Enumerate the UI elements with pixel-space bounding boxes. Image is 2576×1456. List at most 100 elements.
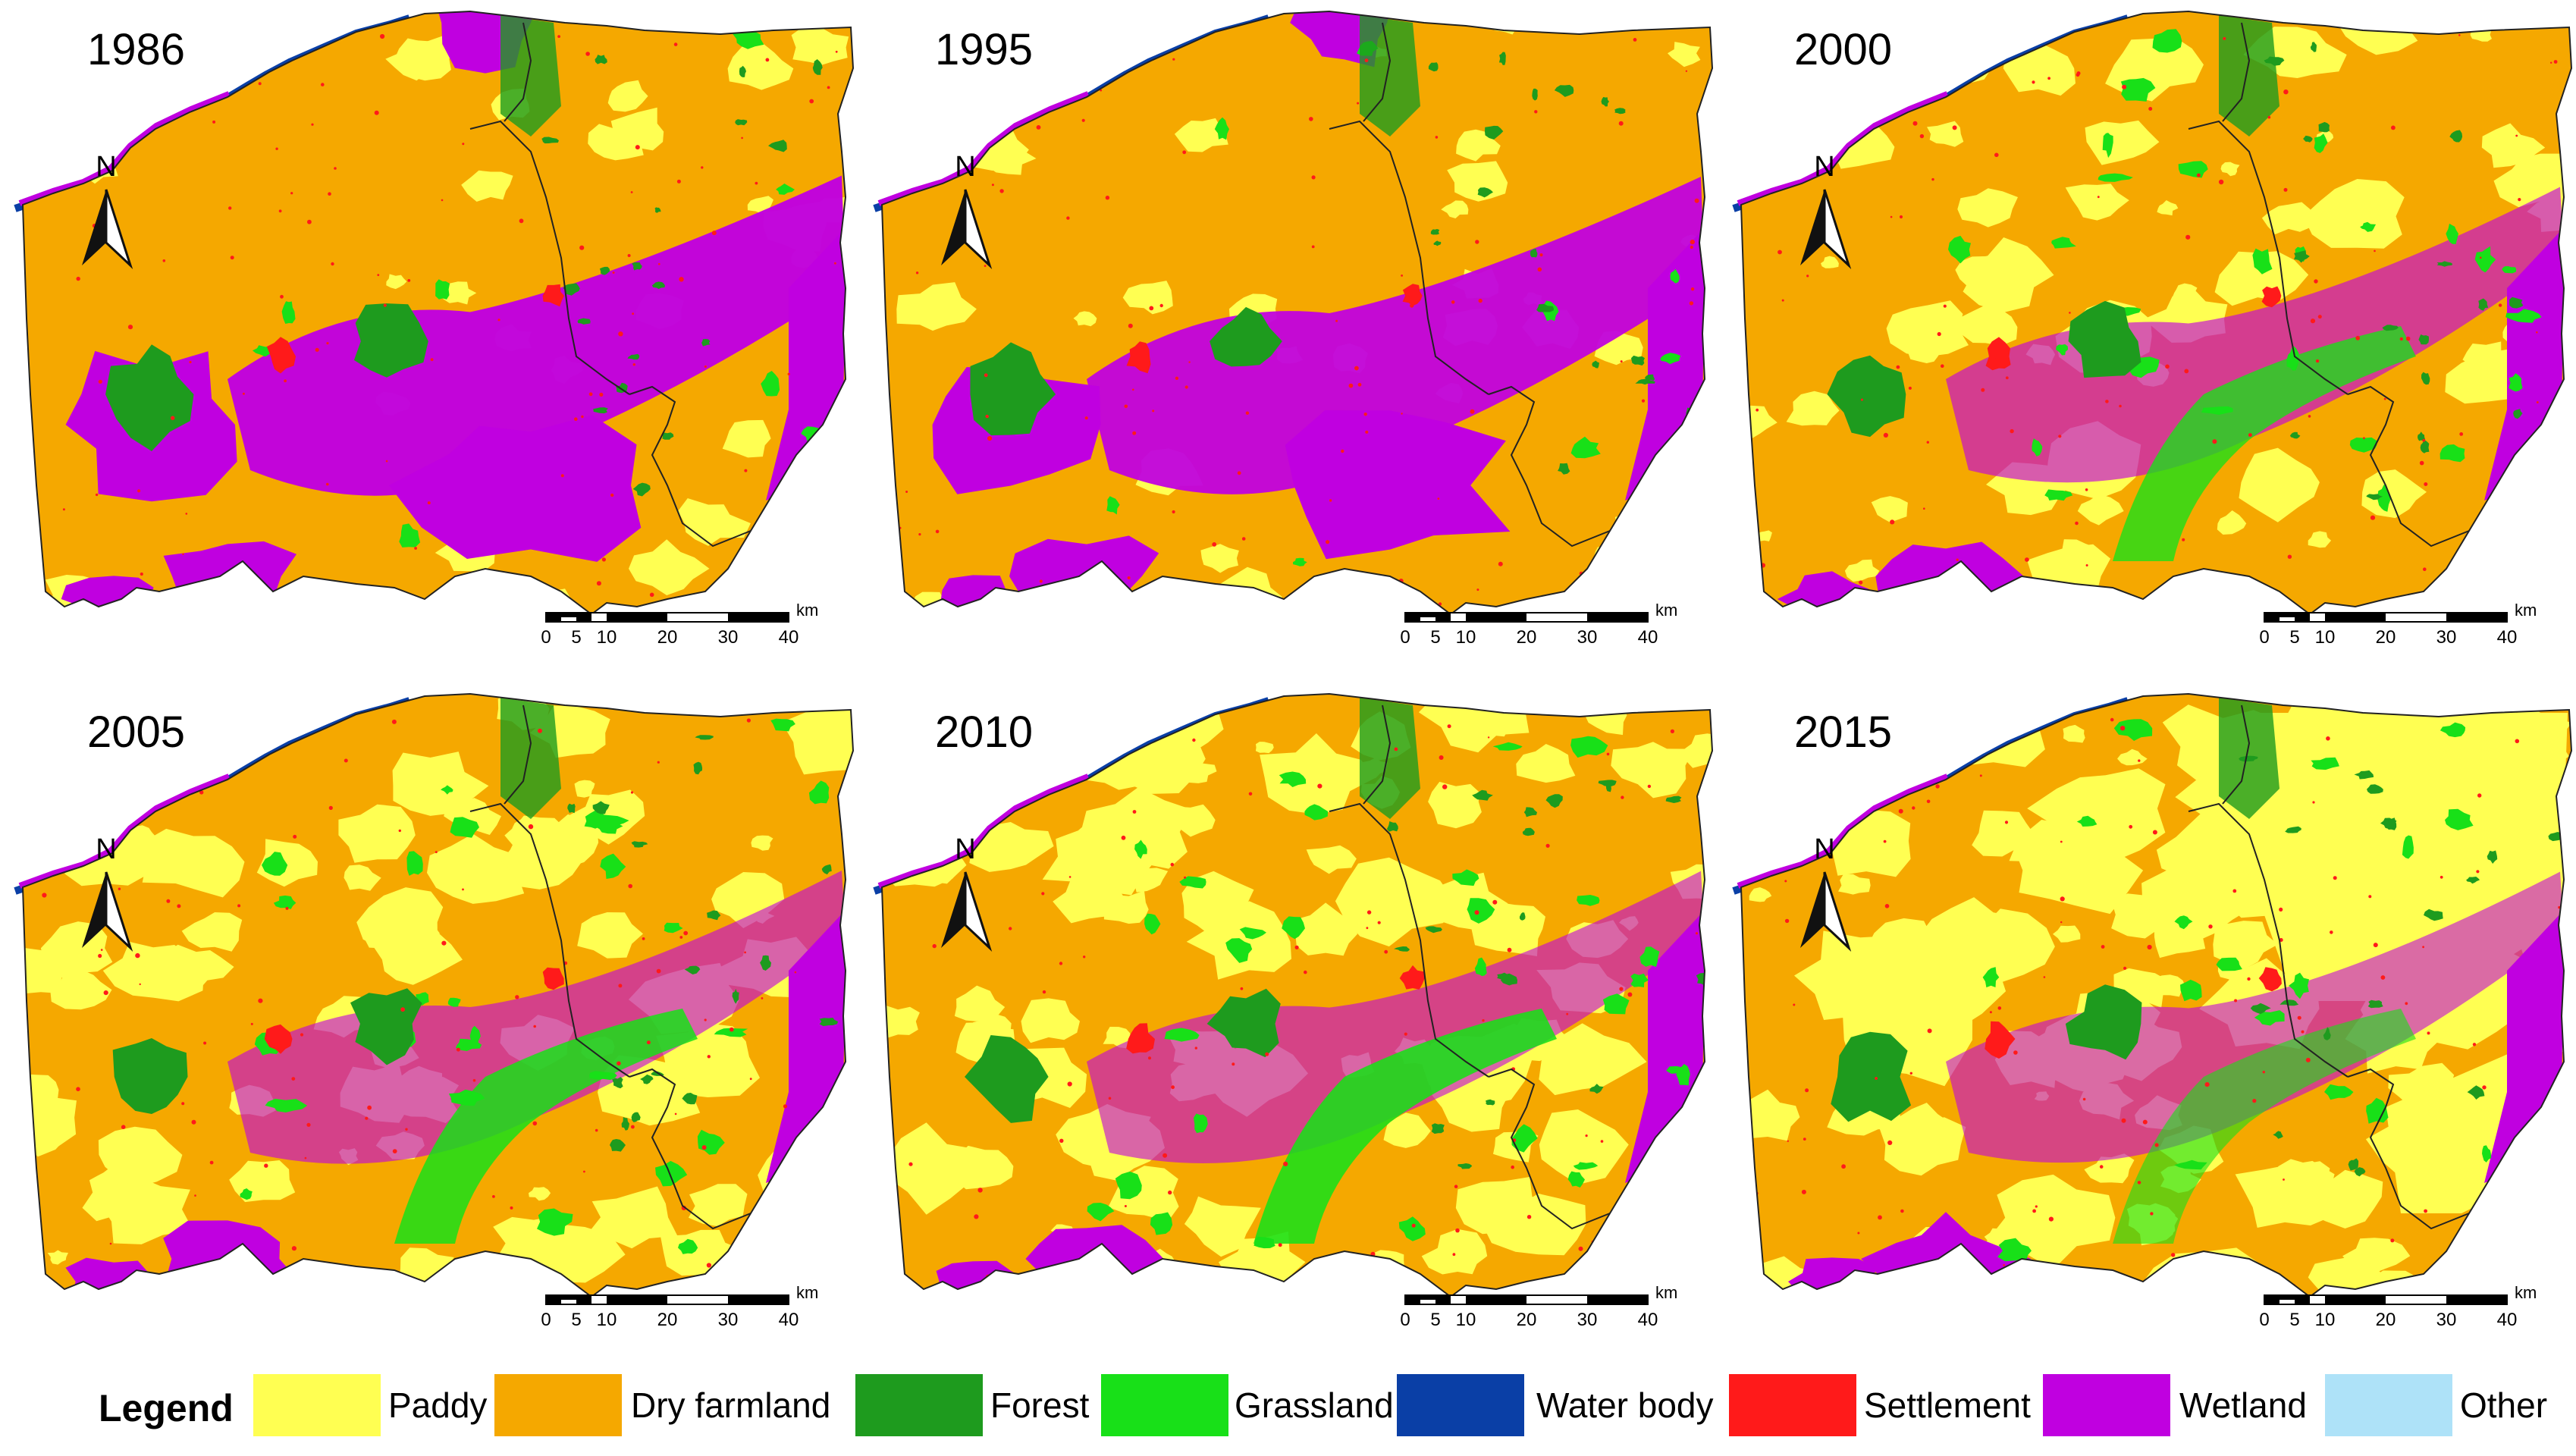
settlement-dot xyxy=(583,1170,585,1173)
settlement-dot xyxy=(187,93,191,98)
grassland-patch xyxy=(2440,444,2465,463)
settlement-dot xyxy=(787,372,790,375)
settlement-dot xyxy=(1976,1276,1979,1279)
forest-patch xyxy=(631,1112,641,1122)
settlement-dot xyxy=(918,533,921,536)
paddy-patch xyxy=(2533,1137,2565,1162)
grassland-patch xyxy=(2402,835,2414,859)
forest-patch xyxy=(2279,999,2299,1006)
settlement-dot xyxy=(2150,1212,2154,1216)
settlement-dot xyxy=(2119,726,2126,731)
settlement-dot xyxy=(515,995,519,999)
settlement-dot xyxy=(1937,331,1941,337)
settlement-dot xyxy=(2142,1119,2148,1125)
paddy-patch xyxy=(2220,162,2240,177)
grassland-patch xyxy=(2286,345,2299,371)
settlement-dot xyxy=(1539,253,1543,257)
forest-patch xyxy=(2418,334,2429,345)
paddy-patch xyxy=(1383,1112,1431,1148)
wetland-patch xyxy=(1285,410,1511,560)
legend-label-dry-farmland: Dry farmland xyxy=(631,1385,831,1425)
paddy-patch xyxy=(529,1187,551,1201)
forest-patch xyxy=(500,698,561,819)
settlement-dot xyxy=(2058,435,2062,438)
settlement-dot xyxy=(1585,1134,1588,1138)
grassland-patch xyxy=(761,371,780,397)
settlement-dot xyxy=(291,1077,296,1081)
paddy-patch xyxy=(1794,930,1925,1020)
settlement-dot xyxy=(2147,944,2152,950)
forest-patch xyxy=(695,735,714,740)
settlement-dot xyxy=(642,937,645,940)
settlement-dot xyxy=(2283,187,2288,192)
settlement-dot xyxy=(1132,810,1137,814)
settlement-dot xyxy=(2333,876,2337,880)
forest-patch xyxy=(2264,56,2285,66)
settlement-dot xyxy=(1875,1077,1878,1080)
forest-patch xyxy=(2367,999,2383,1009)
settlement-dot xyxy=(1989,1011,1992,1014)
county-boundary xyxy=(1329,120,1489,395)
grassland-patch xyxy=(1630,973,1649,987)
settlement-dot xyxy=(1899,215,1903,219)
paddy-patch xyxy=(23,43,71,83)
forest-patch xyxy=(2354,1167,2366,1177)
shore-wetland xyxy=(1737,91,1949,206)
settlement-dot xyxy=(711,231,717,236)
settlement-dot xyxy=(2196,173,2201,177)
settlement-dot xyxy=(326,482,329,486)
forest-patch xyxy=(732,989,739,1004)
forest-patch xyxy=(735,119,748,126)
grassland-patch xyxy=(1293,557,1307,566)
settlement-dot xyxy=(612,271,615,274)
settlement-dot xyxy=(118,887,121,890)
paddy-patch xyxy=(795,1140,811,1150)
paddy-patch xyxy=(47,1250,68,1265)
settlement-dot xyxy=(191,1119,196,1125)
paddy-patch xyxy=(2096,862,2136,886)
settlement-dot xyxy=(1105,196,1110,200)
county-boundary xyxy=(504,22,532,122)
county-boundary xyxy=(469,802,630,1078)
forest-patch xyxy=(563,283,580,296)
county-boundary xyxy=(504,704,532,805)
grassland-patch xyxy=(2324,1084,2354,1100)
settlement-dot xyxy=(628,883,632,889)
settlement-dot xyxy=(1340,1275,1344,1279)
settlement-dot xyxy=(1781,299,1784,302)
settlement-dot xyxy=(242,392,245,395)
settlement-dot xyxy=(2248,433,2252,438)
settlement-dot xyxy=(1898,808,1903,814)
settlement-dot xyxy=(1132,388,1134,391)
grassland-patch xyxy=(770,718,795,732)
grassland-patch xyxy=(1982,967,2000,988)
settlement-dot xyxy=(2097,196,2100,199)
settlement-dot xyxy=(1784,795,1787,799)
scale-tick-label: 0 xyxy=(1400,1310,1410,1330)
paddy-patch xyxy=(2157,200,2179,216)
settlement-dot xyxy=(1083,956,1086,959)
legend-label-grassland: Grassland xyxy=(1235,1385,1394,1425)
county-boundary xyxy=(629,385,751,548)
settlement-dot xyxy=(1470,409,1475,414)
settlement-dot xyxy=(1912,806,1916,810)
forest-patch xyxy=(541,136,559,144)
scale-tick-label: 10 xyxy=(1456,1310,1476,1330)
forest-patch xyxy=(2527,488,2536,502)
settlement-dot xyxy=(2310,318,2316,324)
paddy-patch xyxy=(607,80,648,112)
settlement-dot xyxy=(2427,1031,2430,1035)
grassland-patch xyxy=(808,780,830,805)
paddy-patch xyxy=(98,1126,183,1188)
settlement-dot xyxy=(2082,1097,2086,1101)
settlement-dot xyxy=(1498,561,1503,566)
scale-tick-label: 30 xyxy=(2436,1310,2457,1330)
forest-patch xyxy=(768,140,787,152)
paddy-patch xyxy=(1757,530,1772,541)
grassland-patch xyxy=(1279,771,1307,787)
grassland-patch xyxy=(450,817,479,838)
paddy-patch xyxy=(1081,787,1193,869)
paddy-patch xyxy=(969,822,1054,872)
grassland-patch xyxy=(441,785,453,795)
settlement-dot xyxy=(658,262,660,265)
